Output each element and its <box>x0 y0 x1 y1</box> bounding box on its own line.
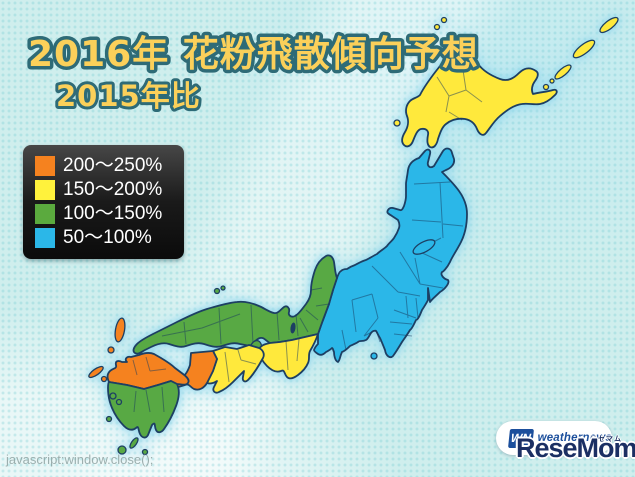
oki-island <box>213 287 221 295</box>
sado-island <box>412 239 436 255</box>
amakusa-island <box>109 392 117 400</box>
island <box>117 445 127 455</box>
legend-item: 200〜250% <box>35 154 184 178</box>
west-honshu-prefecture-lines <box>161 287 330 345</box>
kyushu-south-prefecture-lines <box>133 386 165 413</box>
island <box>440 16 448 24</box>
honshu-east-landmass <box>313 147 468 363</box>
legend-swatch-orange <box>35 156 55 176</box>
page-subtitle: 2015年比 <box>56 79 201 113</box>
izu-oshima-island <box>370 352 378 360</box>
legend-item: 100〜150% <box>35 202 184 226</box>
kii-prefecture-lines <box>285 338 300 371</box>
shikoku-east-landmass <box>206 344 265 394</box>
resemom-ruby-text: リセマム <box>590 436 622 443</box>
amakusa-island <box>115 398 123 406</box>
tohoku-kanto-prefecture-lines <box>341 181 464 351</box>
island <box>433 23 441 31</box>
island <box>393 119 401 127</box>
lake-biwa <box>290 322 296 334</box>
legend-label: 150〜200% <box>63 179 163 200</box>
kyushu-north-landmass <box>106 352 190 390</box>
status-bar-link-text: javascript:window.close(); <box>6 452 154 467</box>
island <box>542 83 550 91</box>
island <box>572 39 596 59</box>
island <box>599 16 619 34</box>
region-kyushu-south <box>105 380 180 456</box>
kyushu-south-landmass <box>107 380 180 439</box>
region-hokuriku-kinki-chugoku <box>132 254 338 357</box>
weathernews-resemom-logo: WN weathernews リセマム ReseMom. <box>488 416 635 474</box>
legend-item: 150〜200% <box>35 178 184 202</box>
island <box>554 64 572 80</box>
iki-island <box>107 346 115 354</box>
weathernews-wordmark: weathernews <box>537 432 612 444</box>
hokkaido-landmass <box>401 35 558 149</box>
page-title: 2016年 花粉飛散傾向予想 <box>28 34 479 75</box>
legend: 200〜250% 150〜200% 100〜150% 50〜100% <box>23 145 184 259</box>
legend-swatch-green <box>35 204 55 224</box>
oki-island <box>220 285 226 291</box>
kyushu-north-prefecture-lines <box>132 356 167 376</box>
region-kyushu-north <box>88 317 190 390</box>
region-tohoku-kanto <box>313 147 468 363</box>
legend-label: 50〜100% <box>63 227 152 248</box>
region-shikoku-east <box>206 344 265 394</box>
legend-swatch-cyan <box>35 228 55 248</box>
island <box>549 78 555 84</box>
weathernews-pill: WN weathernews <box>496 421 612 455</box>
koshikijima-island <box>105 415 113 423</box>
tsushima-island <box>114 317 126 343</box>
legend-label: 100〜150% <box>63 203 163 224</box>
shikoku-prefecture-lines <box>224 349 257 383</box>
island <box>141 448 149 456</box>
region-hokkaido <box>393 16 619 149</box>
resemom-wordmark: ReseMom. <box>516 433 635 463</box>
japan-islands <box>88 16 619 456</box>
goto-island <box>100 375 108 383</box>
island <box>129 437 139 449</box>
hokkaido-prefecture-lines <box>436 69 483 121</box>
legend-label: 200〜250% <box>63 155 163 176</box>
legend-item: 50〜100% <box>35 226 184 250</box>
goto-island <box>88 365 104 379</box>
legend-swatch-yellow <box>35 180 55 200</box>
